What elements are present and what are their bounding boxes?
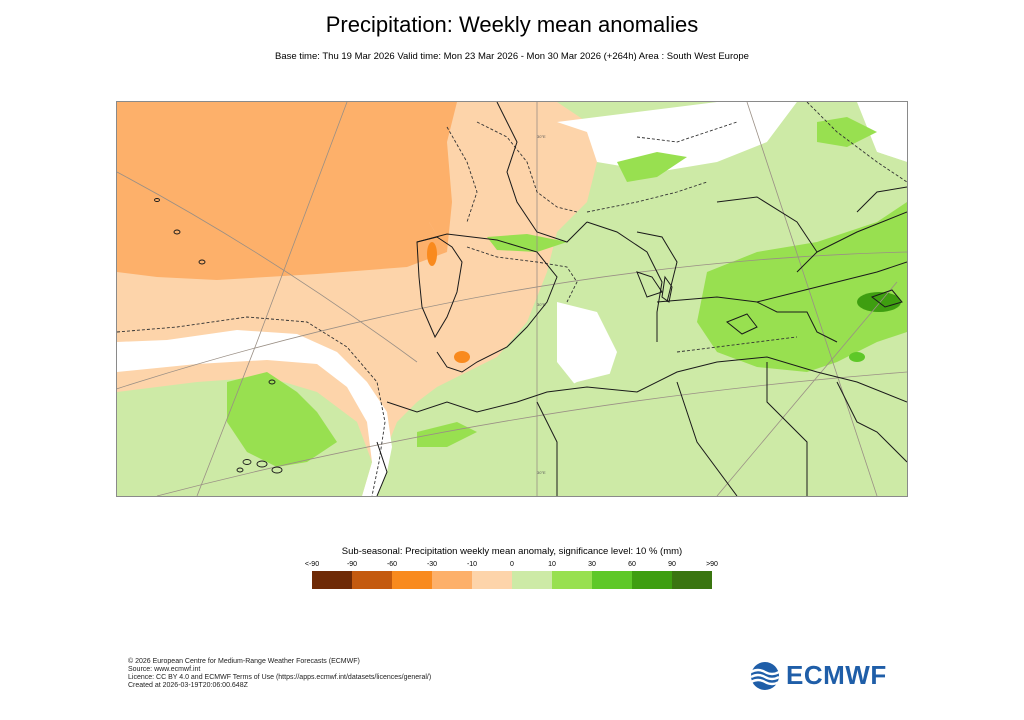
- legend-swatch: [672, 571, 712, 589]
- anomaly-near-zero: [117, 330, 392, 496]
- legend-tick: -30: [426, 561, 438, 568]
- legend-swatch: [512, 571, 552, 589]
- grid-label: 30°E: [537, 302, 546, 307]
- legend-tick: 30: [588, 561, 596, 568]
- anomaly-orange: [117, 102, 447, 280]
- legend-swatch: [632, 571, 672, 589]
- legend-tick: -90: [346, 561, 358, 568]
- anomaly-orange-dark: [454, 351, 470, 363]
- anomaly-green: [697, 202, 907, 372]
- legend-swatch: [312, 571, 352, 589]
- anomaly-orange: [429, 102, 457, 252]
- anomaly-green: [417, 422, 477, 447]
- anomaly-near-zero: [557, 302, 617, 387]
- grid-label: 30°E: [537, 134, 546, 139]
- coastlines: [376, 102, 907, 496]
- ecmwf-logo: ECMWF: [748, 660, 887, 691]
- legend-swatch: [392, 571, 432, 589]
- legend-colorbar: [312, 571, 712, 589]
- canary-islands: [154, 198, 283, 474]
- source-line: Source: www.ecmwf.int: [128, 666, 201, 673]
- ecmwf-logo-icon: [750, 661, 780, 690]
- grid-label: 30°E: [537, 470, 546, 475]
- legend-swatch: [432, 571, 472, 589]
- legend-tick: -10: [466, 561, 478, 568]
- anomaly-dark-green: [849, 352, 865, 362]
- graticule: [117, 102, 907, 496]
- legend-tick: 0: [510, 561, 514, 568]
- legend-swatch: [472, 571, 512, 589]
- map-title: Precipitation: Weekly mean anomalies: [325, 12, 699, 37]
- legend-ticks: <-90 -90 -60 -30 -10 0 10 30 60 90 >90: [292, 561, 732, 571]
- created-line: Created at 2026-03-19T20:06:00.648Z: [128, 682, 248, 689]
- footer-credits: © 2026 European Centre for Medium-Range …: [128, 658, 431, 690]
- legend-swatch: [352, 571, 392, 589]
- legend-tick: 90: [668, 561, 676, 568]
- anomaly-green: [817, 117, 877, 147]
- legend-swatch: [552, 571, 592, 589]
- legend-swatch: [592, 571, 632, 589]
- legend-tick: -60: [386, 561, 398, 568]
- legend-tick: 60: [628, 561, 636, 568]
- anomaly-green: [227, 372, 337, 467]
- legend-tick: <-90: [304, 561, 320, 568]
- map-subtitle: Base time: Thu 19 Mar 2026 Valid time: M…: [275, 51, 749, 62]
- anomaly-near-zero: [557, 102, 797, 172]
- legend-tick: >90: [706, 561, 718, 568]
- anomaly-near-zero: [857, 102, 907, 162]
- copyright-line: © 2026 European Centre for Medium-Range …: [128, 658, 360, 665]
- significance-contours: [117, 102, 907, 496]
- anomaly-map: 30°E 30°E 30°E: [116, 101, 908, 497]
- legend-title: Sub-seasonal: Precipitation weekly mean …: [341, 546, 683, 557]
- anomaly-orange-dark: [427, 242, 437, 266]
- legend-tick: 10: [548, 561, 556, 568]
- licence-line: Licence: CC BY 4.0 and ECMWF Terms of Us…: [128, 674, 432, 681]
- anomaly-green: [487, 234, 567, 252]
- anomaly-green: [617, 152, 687, 182]
- ecmwf-logo-text: ECMWF: [786, 660, 887, 690]
